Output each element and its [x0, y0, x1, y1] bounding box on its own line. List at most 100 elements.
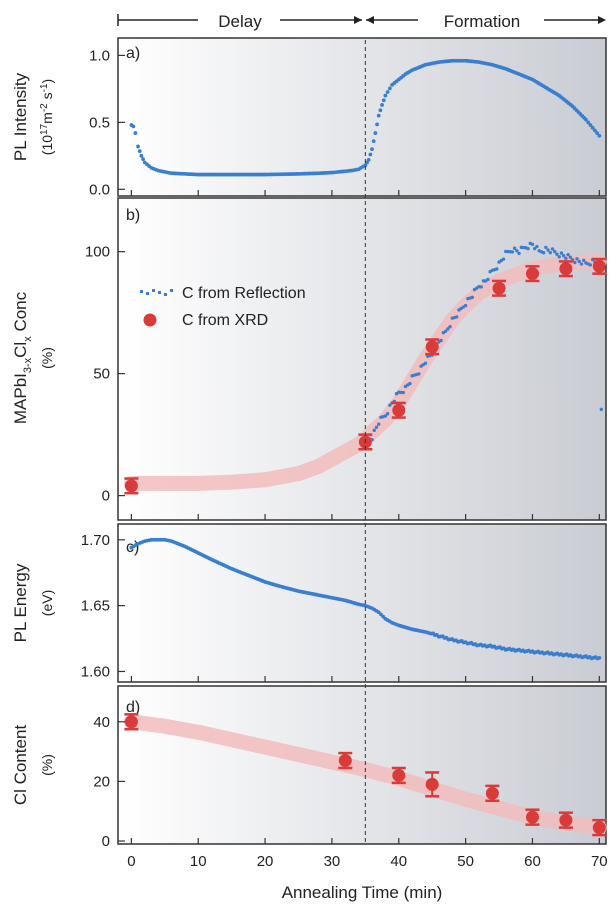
data-point	[530, 242, 535, 247]
xrd-point	[425, 777, 439, 791]
data-point	[380, 103, 384, 107]
y-tick-label: 1.65	[81, 598, 110, 615]
data-point	[383, 414, 388, 418]
xrd-point	[392, 403, 406, 417]
xrd-point	[392, 768, 406, 782]
data-point	[463, 303, 468, 308]
data-point	[544, 245, 548, 250]
y-axis-label: MAPbI3-xClx Conc	[11, 291, 34, 424]
data-point	[557, 255, 561, 259]
data-point	[133, 131, 138, 135]
xrd-point	[485, 786, 499, 800]
data-point	[559, 251, 564, 255]
data-point	[417, 372, 421, 376]
data-point	[599, 407, 604, 412]
delay-label: Delay	[218, 12, 262, 31]
data-point	[136, 144, 140, 149]
y-tick-label: 100	[85, 244, 110, 261]
data-point	[568, 255, 573, 259]
legend: C from Reflection C from XRD	[140, 285, 306, 329]
data-point	[423, 361, 428, 365]
data-point	[137, 149, 142, 154]
data-point	[512, 246, 517, 250]
data-point	[370, 147, 374, 152]
data-point	[479, 285, 483, 289]
data-point	[526, 246, 530, 251]
data-point	[510, 250, 515, 254]
data-point	[582, 258, 586, 263]
data-point	[577, 259, 581, 264]
data-point	[515, 249, 519, 253]
data-point	[586, 120, 591, 125]
data-point	[566, 252, 570, 257]
data-point	[553, 249, 557, 254]
data-point	[388, 403, 392, 407]
x-tick-label: 50	[457, 853, 474, 870]
phase-header: Delay Formation	[117, 12, 606, 31]
data-point	[378, 108, 383, 113]
data-point	[139, 153, 144, 158]
data-point	[555, 252, 559, 256]
y-tick-label: 0.5	[89, 114, 110, 131]
panel-c-pl-energy: c) PL Energy (eV) 1.601.651.70	[11, 523, 607, 683]
y-tick-label: 20	[93, 773, 110, 790]
y-axis-unit: (%)	[39, 347, 55, 369]
x-tick-label: 60	[524, 853, 541, 870]
data-point	[374, 425, 379, 430]
data-point	[561, 254, 566, 258]
y-tick-label: 50	[93, 366, 110, 383]
data-point	[448, 325, 452, 329]
y-axis-label: PL Energy	[11, 563, 30, 642]
data-point	[532, 246, 537, 251]
data-point	[368, 152, 373, 157]
data-point	[385, 90, 390, 94]
data-point	[590, 125, 595, 130]
x-tick-label: 10	[190, 853, 207, 870]
data-point	[375, 122, 379, 127]
x-tick-label: 20	[257, 853, 274, 870]
data-point	[131, 124, 136, 129]
data-point	[366, 157, 371, 162]
data-point	[141, 157, 145, 162]
y-tick-label: 1.60	[81, 663, 110, 680]
data-point	[584, 117, 588, 122]
xrd-point	[425, 340, 439, 354]
panel-b-concentration: b) MAPbI3-xClx Conc (%) 0 50 100 C from Re…	[11, 197, 607, 521]
data-point	[376, 113, 381, 118]
data-point	[548, 250, 552, 255]
y-tick-label: 0	[102, 488, 110, 505]
data-point	[597, 133, 602, 138]
y-axis-label: Cl Content	[11, 725, 30, 806]
data-point	[535, 244, 539, 249]
y-axis-label: PL Intensity	[11, 72, 30, 161]
data-point	[470, 295, 475, 300]
data-point	[595, 131, 599, 135]
data-point	[381, 98, 386, 103]
data-point	[564, 256, 568, 261]
legend-reflection-marker	[140, 289, 173, 296]
xrd-point	[338, 754, 352, 768]
x-tick-label: 40	[390, 853, 407, 870]
y-axis-unit: (1017m-2 s-1)	[39, 79, 55, 155]
xrd-point	[492, 281, 506, 295]
data-point	[588, 123, 593, 127]
model-band	[123, 253, 607, 491]
panel-label: b)	[126, 207, 140, 224]
data-point	[588, 263, 593, 267]
x-tick-label: 0	[127, 853, 135, 870]
y-tick-label: 1.70	[81, 532, 110, 549]
y-axis-unit: (eV)	[39, 590, 55, 616]
xrd-point	[525, 267, 539, 281]
data-point	[385, 412, 390, 416]
panel-a-pl-intensity: a) PL Intensity (1017m-2 s-1) 0.0 0.5 1.0	[11, 37, 607, 198]
xrd-point	[559, 813, 573, 827]
data-point	[517, 251, 521, 256]
legend-xrd-label: C from XRD	[182, 312, 268, 329]
data-point	[377, 422, 381, 426]
y-tick-label: 0.0	[89, 181, 110, 198]
data-point	[597, 656, 602, 660]
data-point	[408, 381, 412, 386]
y-tick-label: 1.0	[89, 47, 110, 64]
data-point	[387, 86, 392, 91]
data-point	[401, 390, 405, 395]
